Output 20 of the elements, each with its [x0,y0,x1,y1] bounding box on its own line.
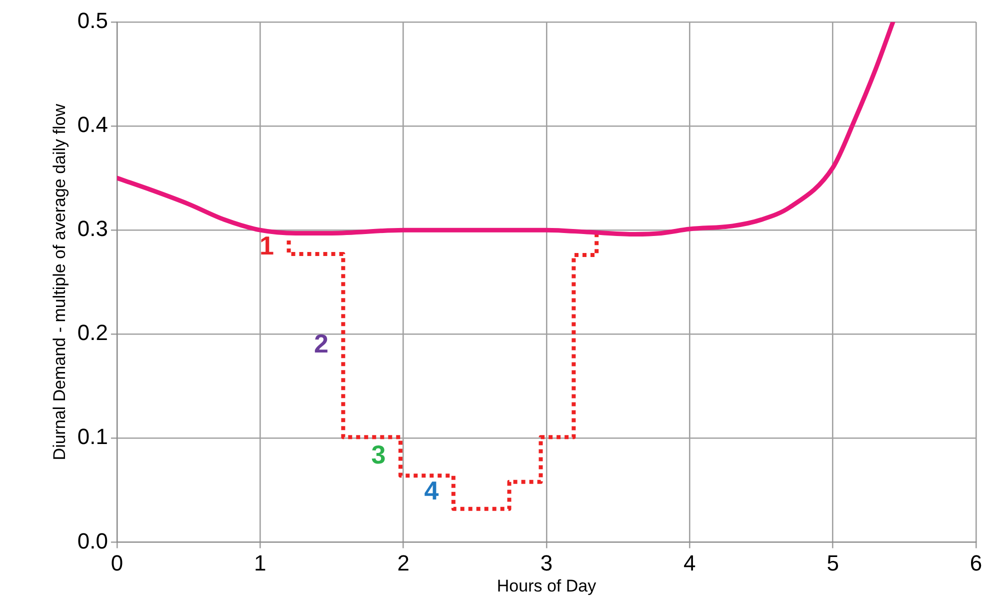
y-tick-label: 0.2 [77,320,108,346]
annotation: 3 [371,440,386,470]
x-tick-label: 2 [397,550,410,576]
y-tick-label: 0.1 [77,424,108,450]
line-series [116,22,896,236]
y-axis-title: Diurnal Demand - multiple of average daily flow [50,103,69,460]
annotation: 2 [314,328,328,359]
x-tick-label: 4 [684,550,696,576]
x-tick-label: 3 [540,550,553,576]
y-tick-label: 0.0 [77,528,108,554]
x-tick-label: 5 [826,550,839,576]
annotation: 1 [260,230,274,260]
x-tick-label: 1 [254,550,266,576]
x-axis-title: Hours of Day [496,576,597,596]
y-tick-label: 0.5 [77,8,108,34]
y-tick-label: 0.3 [77,216,108,242]
x-tick-label: 0 [110,550,124,576]
annotation: 4 [424,475,440,506]
x-tick-label: 6 [970,550,982,576]
y-tick-label: 0.4 [77,112,108,138]
